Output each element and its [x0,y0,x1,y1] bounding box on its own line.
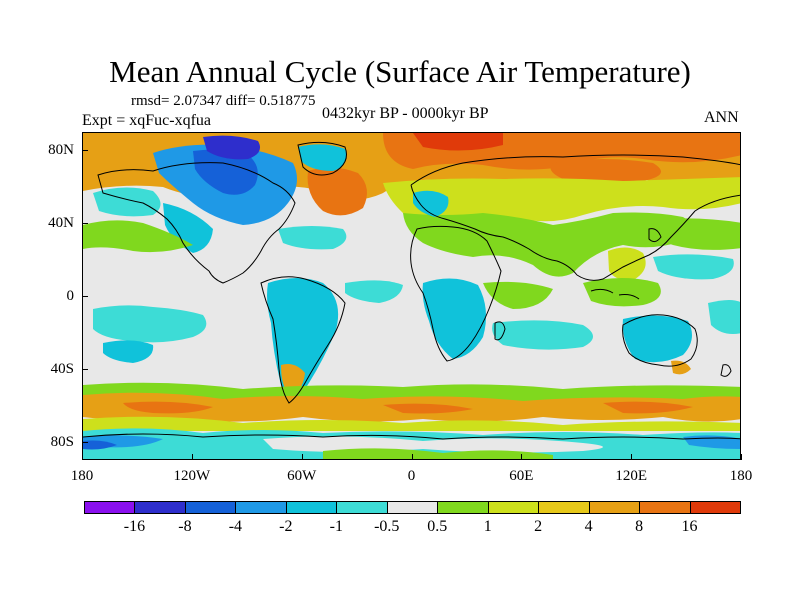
indian-ocean-south-cool [492,320,593,350]
coastline-new-zealand [720,364,732,377]
rmsd-diff-stats: rmsd= 2.07347 diff= 0.518775 [131,93,316,109]
arctic-ocean-red [413,133,503,151]
lat-tick-mark [82,368,88,370]
australia-cool [622,315,692,363]
colorbar-swatch [588,501,641,514]
colorbar-label: -1 [329,518,343,535]
arctic-islands-coldest [203,135,261,160]
atlantic-cool [278,226,347,250]
colorbar-swatch [538,501,590,514]
lon-tick-mark [741,454,742,460]
colorbar-label: -0.5 [374,518,400,535]
africa-cool [422,278,487,359]
colorbar-swatch [184,501,237,514]
colorbar-swatch [285,501,338,514]
lat-tick-mark [82,223,88,225]
lat-tick-mark [82,150,88,152]
lon-tick-label: 120W [173,468,211,484]
australia-south-warm [671,360,691,375]
southern-ocean-strong-warm [123,401,693,414]
coastline-north-america [97,162,296,284]
lat-tick-label: 80N [48,142,74,159]
lat-tick-mark [82,296,88,297]
siberia-strong-warm [550,159,661,183]
colorbar-label: 0.5 [427,518,448,535]
antarctica-colder [83,440,117,450]
na-west-cool [163,203,213,253]
lat-tick-mark [82,441,88,443]
map-canvas [83,133,740,459]
colorbar-label: -16 [123,518,146,535]
colorbar-label: 1 [483,518,492,535]
coastline-indonesia [590,288,640,300]
lat-tick-label: 80S [50,433,74,450]
europe-cool [413,190,449,217]
north-atlantic-strong-warm [307,167,367,216]
coastline-antarctica [83,433,740,440]
lon-tick-mark [521,454,523,460]
west-pacific-warm [608,247,646,280]
antarctic-coast-mild-warm [83,416,740,431]
season-label: ANN [704,109,739,126]
lon-tick-label: 180 [70,468,94,484]
colorbar-swatch [84,501,136,514]
greenland-cool [298,144,347,171]
colorbar [84,501,741,514]
lon-tick-label: 0 [407,468,416,484]
coastline-australia [622,314,698,367]
colorbar-swatch [639,501,691,514]
canada-colder [193,149,258,195]
southwest-pacific-cool [103,340,154,363]
east-pacific-tropics-cool [93,305,207,343]
colorbar-label: -8 [178,518,192,535]
temperature-anomaly-map [82,132,741,460]
coastline-south-america [260,276,346,404]
lon-tick-mark [301,454,303,460]
lat-tick-label: 40S [50,360,74,377]
colorbar-swatch [235,501,287,514]
colorbar-swatch [134,501,186,514]
antarctica-neutral-ice [263,436,603,453]
coastlines [83,141,740,440]
experiment-label: Expt = xqFuc-xqfua [82,112,211,129]
coastline-madagascar [494,321,506,341]
lon-tick-mark [411,454,413,460]
colorbar-label: -2 [279,518,293,535]
colorbar-label: 16 [681,518,698,535]
colorbar-label: 8 [635,518,644,535]
colorbar-label: -4 [228,518,243,535]
lon-tick-label: 60E [509,468,534,484]
colorbar-swatch [487,501,540,514]
atlantic-tropics-cool [345,280,403,303]
lon-tick-mark [191,454,193,460]
lon-tick-mark [631,454,633,460]
lon-tick-label: 180 [729,468,753,484]
coastline-greenland [297,141,347,176]
lon-tick-label: 120E [615,468,647,484]
antarctica-interior-warm [323,448,553,459]
colorbar-swatch [386,501,439,514]
north-pacific-slight-warm [643,218,740,250]
lon-tick-mark [82,454,83,460]
plot-title: Mean Annual Cycle (Surface Air Temperatu… [109,54,691,89]
colorbar-label: 2 [534,518,543,535]
lat-tick-label: 0 [66,288,75,304]
coastline-japan [648,228,662,243]
south-pacific-cool [708,300,740,334]
lat-tick-label: 40N [48,215,74,232]
period-label: 0432kyr BP - 0000kyr BP [322,105,489,122]
lon-tick-label: 60W [287,468,317,484]
north-pacific-west-warm [83,220,193,253]
coastline-africa [410,225,502,362]
maritime-continent-warm [583,278,661,307]
indian-ocean-slight-warm [483,281,553,309]
colorbar-swatch [689,501,741,514]
colorbar-swatch [336,501,388,514]
colorbar-label: 4 [584,518,593,535]
coastline-eurasia [410,154,740,281]
pacific-mid-cool [653,254,734,280]
colorbar-swatch [437,501,489,514]
central-asia-slight-warm [403,212,693,277]
